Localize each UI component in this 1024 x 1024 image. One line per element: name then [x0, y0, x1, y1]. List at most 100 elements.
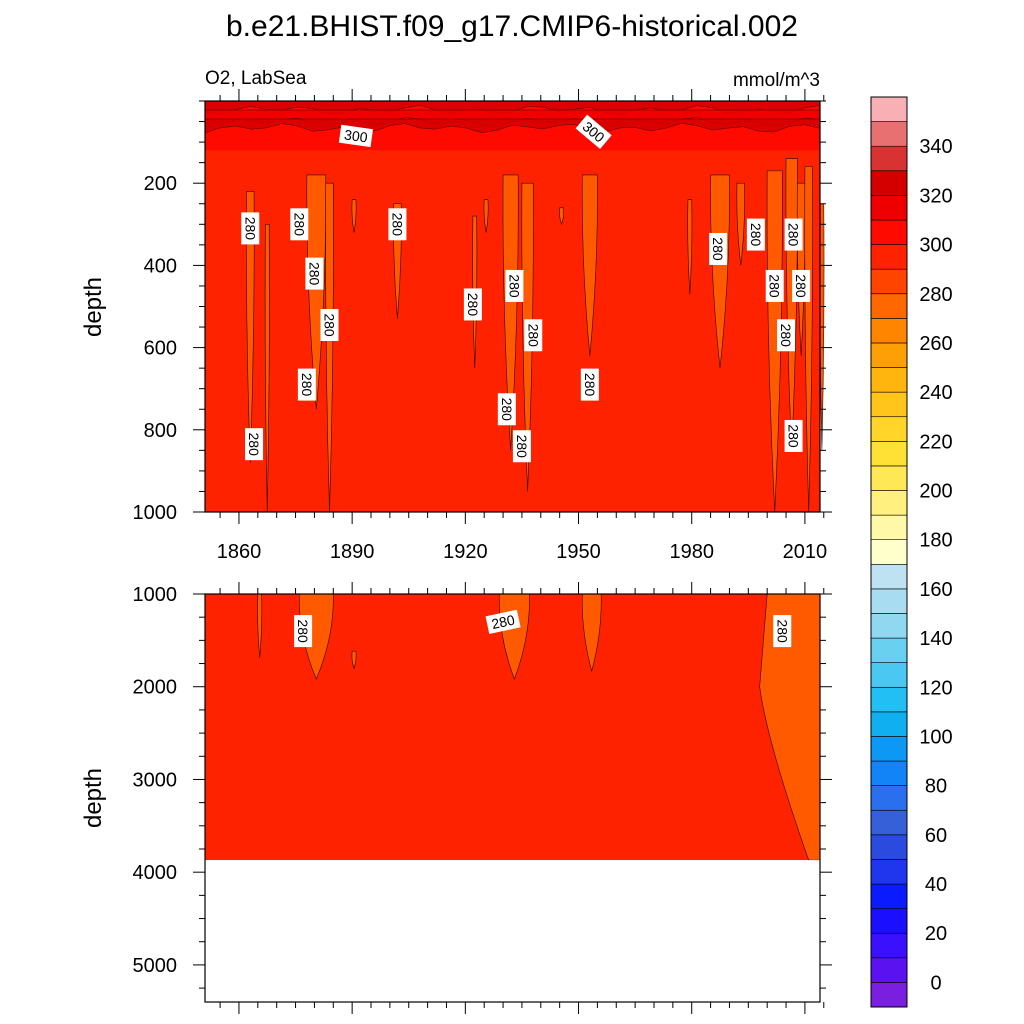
- contour-label: 280: [580, 368, 599, 401]
- contour-region-270: [246, 191, 255, 463]
- contour-label-box: [777, 319, 796, 352]
- contour-label-text: 280: [506, 274, 522, 298]
- colorbar-tick-label: 140: [919, 628, 952, 650]
- colorbar-swatch: [870, 982, 908, 1008]
- contour-label-box: [463, 288, 482, 321]
- colorbar-swatch: [870, 268, 908, 295]
- contour-region-270: [687, 199, 693, 295]
- contour-label-box: [241, 212, 260, 245]
- contour-label: 280: [784, 419, 803, 452]
- colorbar-tick-label: 60: [925, 825, 947, 847]
- y-tick-label: 3000: [133, 769, 178, 791]
- contour-label: 280: [241, 212, 260, 245]
- contour-region-270: [581, 174, 598, 356]
- contour-label-box: [765, 269, 784, 302]
- contour-label-text: 280: [499, 398, 515, 422]
- colorbar-swatch: [870, 416, 908, 442]
- contour-region-270: [351, 199, 357, 233]
- colorbar-tick-label: 80: [925, 776, 947, 798]
- colorbar-tick-label: 180: [919, 530, 952, 552]
- contour-label-text: 280: [242, 217, 258, 241]
- colorbar-swatch: [870, 859, 908, 885]
- contour-label-box: [245, 428, 264, 461]
- colorbar-tick-label: 240: [919, 382, 952, 404]
- colorbar-swatch: [870, 391, 908, 418]
- upper-depth-panel: 200 400 600 800 1000 1860 1890 1920 1950 1980 2010…: [80, 89, 832, 563]
- plot-frame: [204, 593, 821, 1003]
- contour-label-text: 280: [295, 619, 311, 643]
- contour-label: 280: [294, 615, 313, 648]
- x-tick-label: 1980: [669, 541, 714, 563]
- y-tick-label: 400: [144, 255, 177, 277]
- contour-label-text: 280: [306, 262, 322, 286]
- colorbar-swatch: [870, 686, 908, 713]
- colorbar-swatch: [870, 637, 908, 663]
- contour-label: 280: [524, 319, 543, 352]
- y-tick-label: 200: [144, 173, 177, 195]
- lower-depth-panel: 1000 2000 3000 4000 5000 280 280 280 depth: [80, 582, 832, 1014]
- colorbar-tick-label: 260: [919, 333, 952, 355]
- colorbar-tick-label: 100: [919, 726, 952, 748]
- contour-label: 280: [505, 269, 524, 302]
- y-tick-label: 2000: [133, 677, 178, 699]
- contour-region-270: [736, 182, 746, 266]
- contour-label: 280: [320, 308, 339, 341]
- contour-label-box: [773, 615, 792, 648]
- contour-label-text: 280: [322, 313, 338, 337]
- upper-ylabel: depth: [80, 277, 107, 337]
- colorbar-swatch: [870, 736, 908, 762]
- colorbar-swatch: [870, 662, 908, 688]
- colorbar-tick-label: 340: [919, 136, 952, 158]
- contour-region-270: [759, 593, 821, 861]
- y-tick-label: 800: [144, 420, 177, 442]
- y-tick-label: 4000: [133, 862, 178, 884]
- contour-label-box: [784, 419, 803, 452]
- colorbar-swatch: [870, 367, 908, 393]
- colorbar-tick-label: 40: [925, 874, 947, 896]
- x-tick-label: 1950: [556, 541, 601, 563]
- colorbar-swatch: [870, 957, 908, 983]
- lower-panel-ticks: 1000 2000 3000 4000 5000: [133, 582, 832, 1014]
- contour-label-box: [512, 430, 531, 463]
- contour-label-text: 280: [748, 223, 764, 247]
- contour-label-box: [305, 257, 324, 290]
- y-tick-label: 1000: [133, 584, 178, 606]
- contour-label-box: [575, 114, 612, 150]
- contour-label-box: [580, 368, 599, 401]
- contour-label-text: 280: [778, 324, 794, 348]
- contour-label-text: 280: [710, 237, 726, 261]
- contour-region-270: [257, 593, 263, 658]
- colorbar-swatch: [870, 145, 908, 172]
- upper-panel-ticks: 200 400 600 800 1000 1860 1890 1920 1950 1980 2010: [133, 89, 832, 563]
- contour-label: 280: [512, 430, 531, 463]
- colorbar-swatch: [870, 711, 908, 737]
- contour-label-text: 280: [774, 619, 790, 643]
- colorbar: 0 20 40 60 80 100 120 140 160 180 200 220 240 260 280 3…: [870, 96, 953, 1008]
- contour-label: 280: [388, 208, 407, 241]
- contour-label-box: [297, 368, 316, 401]
- contour-label-box: [505, 269, 524, 302]
- contour-label-box: [290, 208, 309, 241]
- contour-label-text: 280: [767, 274, 783, 298]
- colorbar-tick-label: 300: [919, 235, 952, 257]
- contour-label-box: [388, 208, 407, 241]
- units-label: mmol/m^3: [733, 70, 820, 91]
- contour-label-text: 280: [514, 435, 530, 459]
- contour-label: 280: [305, 257, 324, 290]
- contour-label: 280: [746, 218, 765, 251]
- colorbar-tick-label: 280: [919, 284, 952, 306]
- colorbar-swatch: [870, 809, 908, 836]
- upper-panel-contour-fill: [204, 100, 825, 513]
- colorbar-tick-label: 120: [919, 677, 952, 699]
- contour-label-box: [524, 319, 543, 352]
- contour-label-box: [294, 615, 313, 648]
- contour-region-270: [502, 174, 519, 451]
- contour-label-box: [784, 218, 803, 251]
- contour-region-270: [559, 207, 564, 226]
- colorbar-tick-label: 220: [919, 431, 952, 453]
- variable-label: O2, LabSea: [205, 68, 307, 89]
- colorbar-swatch: [870, 514, 908, 541]
- x-tick-label: 1860: [217, 541, 262, 563]
